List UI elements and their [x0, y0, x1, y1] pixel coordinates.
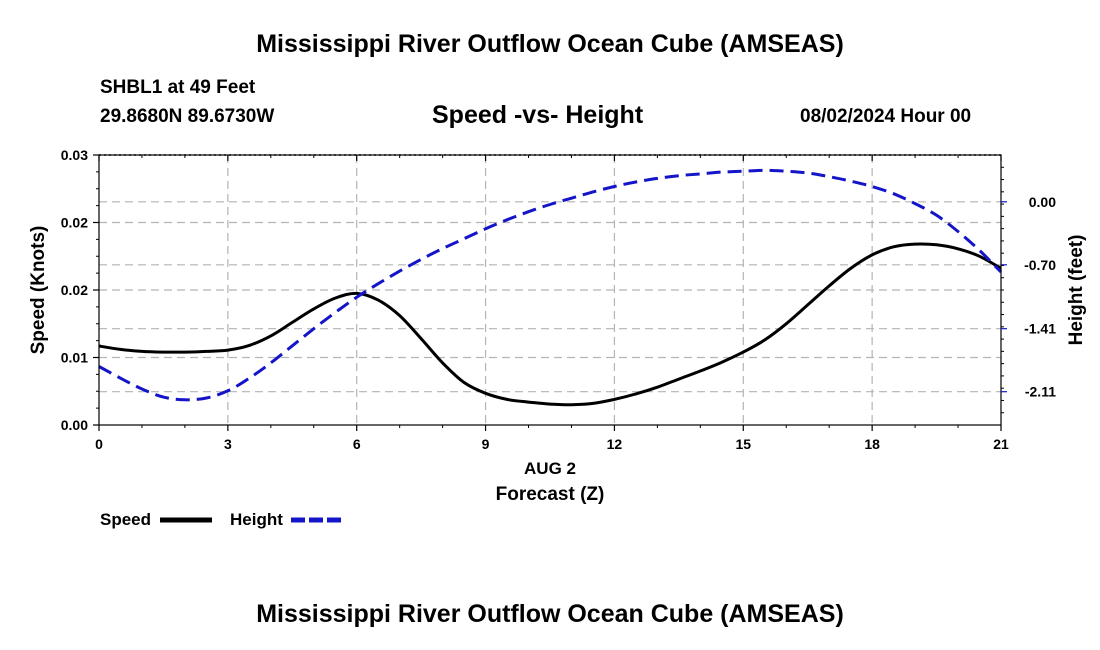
forecast-datetime: 08/02/2024 Hour 00	[800, 106, 972, 127]
top-title: Mississippi River Outflow Ocean Cube (AM…	[256, 30, 844, 58]
station-label: SHBL1 at 49 Feet	[100, 77, 256, 98]
x-axis-date-label: AUG 2	[524, 459, 576, 478]
chart-subtitle: Speed -vs- Height	[432, 101, 644, 129]
x-tick-label: 9	[482, 436, 490, 452]
series-line-speed	[98, 242, 1002, 407]
legend: Speed Height	[100, 510, 343, 529]
x-tick-label: 12	[607, 436, 623, 452]
y-axis-label-speed: Speed (Knots)	[28, 226, 49, 355]
y2-tick-label: -1.41	[1024, 321, 1056, 337]
series-layer	[98, 168, 1003, 407]
legend-label-height: Height	[230, 510, 283, 529]
x-axis-label: Forecast (Z)	[496, 484, 605, 505]
y-tick-label: 0.01	[61, 350, 88, 366]
y2-tick-label: 0.00	[1029, 194, 1056, 210]
x-tick-label: 18	[864, 436, 880, 452]
y-axis-label-height: Height (feet)	[1066, 235, 1087, 346]
axis-layer: 0 3 6 9 12 15 18 21 0.00 0.01 0.02 0.02 0.03 -2.11 -1.…	[61, 147, 1056, 452]
y-tick-label: 0.03	[61, 147, 88, 163]
bottom-title: Mississippi River Outflow Ocean Cube (AM…	[256, 600, 844, 628]
x-tick-label: 15	[735, 436, 751, 452]
x-tick-label: 6	[353, 436, 361, 452]
grid-layer	[99, 155, 1001, 425]
label-layer: AUG 2 Forecast (Z) Speed (Knots) Height …	[28, 226, 1087, 505]
coordinates-label: 29.8680N 89.6730W	[100, 106, 275, 127]
legend-label-speed: Speed	[100, 510, 151, 529]
x-tick-label: 21	[993, 436, 1009, 452]
y-tick-label: 0.02	[61, 215, 88, 231]
y2-tick-label: -0.70	[1024, 257, 1056, 273]
x-tick-label: 3	[224, 436, 232, 452]
y-tick-label: 0.02	[61, 282, 88, 298]
x-tick-label: 0	[95, 436, 103, 452]
y-tick-label: 0.00	[61, 417, 88, 433]
y2-tick-label: -2.11	[1025, 384, 1056, 400]
series-line-height	[98, 168, 1003, 402]
